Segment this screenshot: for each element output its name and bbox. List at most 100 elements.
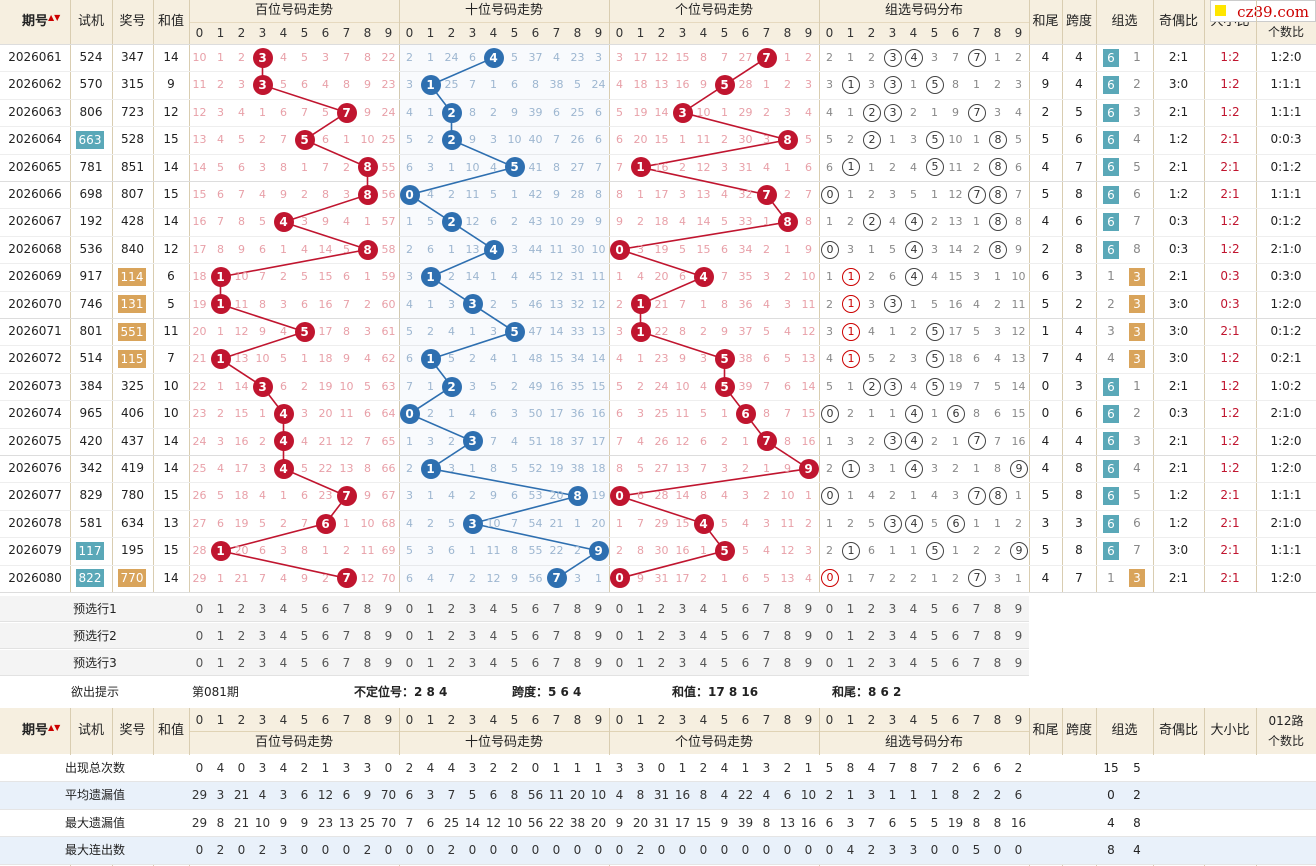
preselect-digit[interactable]: 5 [510,602,519,616]
preselect-digit[interactable]: 6 [741,629,750,643]
preselect-digit[interactable]: 1 [636,656,645,670]
preselect-digit[interactable]: 0 [405,629,414,643]
preselect-digit[interactable]: 7 [342,629,351,643]
site-logo[interactable]: cz89.com [1210,0,1316,22]
preselect-digit[interactable]: 6 [741,656,750,670]
preselect-digit[interactable]: 7 [762,656,771,670]
preselect-digit[interactable]: 3 [258,629,267,643]
preselect-digit[interactable]: 7 [552,602,561,616]
preselect-digit[interactable]: 1 [636,602,645,616]
preselect-digit[interactable]: 7 [762,629,771,643]
preselect-digit[interactable]: 8 [993,602,1002,616]
preselect-digit[interactable]: 9 [1014,602,1023,616]
preselect-digit[interactable]: 2 [867,629,876,643]
preselect-digit[interactable]: 6 [531,602,540,616]
preselect-digit[interactable]: 8 [783,656,792,670]
preselect-digit[interactable]: 8 [363,629,372,643]
preselect-digit[interactable]: 5 [720,656,729,670]
preselect-digit[interactable]: 6 [951,656,960,670]
preselect-digit[interactable]: 2 [447,629,456,643]
preselect-digit[interactable]: 9 [384,629,393,643]
preselect-digit[interactable]: 6 [951,602,960,616]
preselect-digit[interactable]: 3 [678,629,687,643]
preselect-digit[interactable]: 9 [804,656,813,670]
preselect-digit[interactable]: 0 [615,656,624,670]
preselect-digit[interactable]: 0 [195,629,204,643]
period-header[interactable]: 期号 [21,14,48,29]
preselect-digit[interactable]: 4 [489,602,498,616]
preselect-digit[interactable]: 4 [279,656,288,670]
preselect-digit[interactable]: 2 [237,656,246,670]
preselect-digit[interactable]: 7 [972,656,981,670]
preselect-digit[interactable]: 0 [825,602,834,616]
preselect-digit[interactable]: 6 [321,629,330,643]
preselect-digit[interactable]: 9 [384,602,393,616]
preselect-digit[interactable]: 4 [489,629,498,643]
preselect-digit[interactable]: 7 [552,629,561,643]
preselect-digit[interactable]: 0 [825,629,834,643]
preselect-digit[interactable]: 9 [594,629,603,643]
preselect-digit[interactable]: 0 [615,629,624,643]
preselect-digit[interactable]: 0 [405,602,414,616]
preselect-digit[interactable]: 5 [930,656,939,670]
preselect-digit[interactable]: 1 [846,629,855,643]
preselect-digit[interactable]: 2 [657,629,666,643]
preselect-digit[interactable]: 5 [720,629,729,643]
preselect-digit[interactable]: 6 [531,629,540,643]
preselect-digit[interactable]: 9 [384,656,393,670]
preselect-digit[interactable]: 9 [804,629,813,643]
preselect-digit[interactable]: 3 [888,629,897,643]
preselect-digit[interactable]: 9 [1014,656,1023,670]
preselect-digit[interactable]: 5 [510,656,519,670]
preselect-digit[interactable]: 2 [447,656,456,670]
preselect-digit[interactable]: 2 [237,629,246,643]
preselect-digit[interactable]: 1 [426,602,435,616]
sort-icon[interactable]: ▲▼ [48,13,61,22]
preselect-digit[interactable]: 0 [405,656,414,670]
preselect-digit[interactable]: 3 [678,656,687,670]
preselect-digit[interactable]: 4 [909,629,918,643]
preselect-digit[interactable]: 4 [909,602,918,616]
preselect-digit[interactable]: 2 [657,656,666,670]
preselect-digit[interactable]: 7 [972,602,981,616]
preselect-digit[interactable]: 7 [972,629,981,643]
preselect-digit[interactable]: 8 [993,629,1002,643]
preselect-digit[interactable]: 2 [657,602,666,616]
preselect-digit[interactable]: 1 [636,629,645,643]
preselect-digit[interactable]: 1 [216,629,225,643]
preselect-digit[interactable]: 3 [888,656,897,670]
preselect-digit[interactable]: 3 [468,629,477,643]
preselect-digit[interactable]: 0 [615,602,624,616]
preselect-digit[interactable]: 8 [993,656,1002,670]
preselect-digit[interactable]: 8 [573,629,582,643]
preselect-digit[interactable]: 7 [342,656,351,670]
preselect-digit[interactable]: 2 [447,602,456,616]
preselect-digit[interactable]: 4 [489,656,498,670]
preselect-digit[interactable]: 3 [888,602,897,616]
preselect-digit[interactable]: 8 [783,602,792,616]
preselect-digit[interactable]: 7 [762,602,771,616]
preselect-digit[interactable]: 6 [741,602,750,616]
preselect-digit[interactable]: 1 [216,656,225,670]
preselect-digit[interactable]: 3 [468,656,477,670]
preselect-digit[interactable]: 1 [846,602,855,616]
preselect-digit[interactable]: 8 [573,602,582,616]
preselect-digit[interactable]: 0 [195,602,204,616]
preselect-digit[interactable]: 5 [930,629,939,643]
preselect-digit[interactable]: 7 [342,602,351,616]
preselect-digit[interactable]: 5 [300,602,309,616]
preselect-digit[interactable]: 6 [321,602,330,616]
preselect-digit[interactable]: 6 [321,656,330,670]
sort-icon[interactable]: ▲▼ [48,723,61,732]
preselect-digit[interactable]: 5 [300,629,309,643]
preselect-digit[interactable]: 5 [720,602,729,616]
bottom-period-header[interactable]: 期号 [21,723,48,738]
preselect-digit[interactable]: 3 [678,602,687,616]
preselect-digit[interactable]: 7 [552,656,561,670]
preselect-digit[interactable]: 2 [237,602,246,616]
preselect-digit[interactable]: 5 [300,656,309,670]
preselect-digit[interactable]: 0 [195,656,204,670]
preselect-digit[interactable]: 1 [426,656,435,670]
preselect-digit[interactable]: 3 [258,602,267,616]
preselect-digit[interactable]: 1 [846,656,855,670]
